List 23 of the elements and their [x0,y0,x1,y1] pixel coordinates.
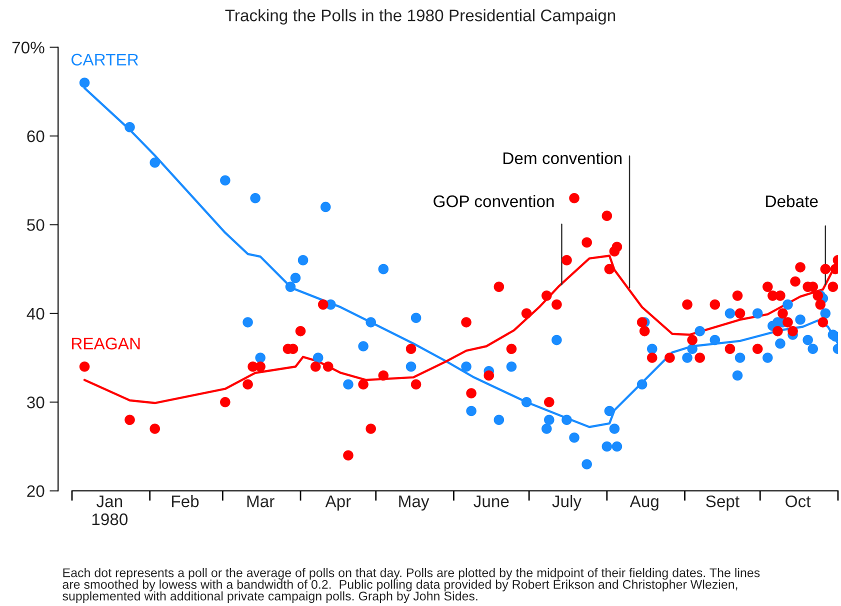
x-tick-label: Apr [325,496,351,511]
y-tick-label: 40 [26,308,44,320]
x-tick-label: July [552,495,582,511]
y-tick-label: 60 [27,130,44,142]
x-tick-label: Mar [247,496,274,508]
x-tick-label: Oct [786,495,811,508]
x-tick-label: Jan 1980 [92,496,128,526]
x-tick-label: June [474,496,509,508]
text: Each dot represents a poll or the average of polls on that day. Polls are plotted by the midpoint of their fielding dates. The lines are smoothed by lowess with a bandwidth of 0.2. Public polling data provided by Robert Erikson and Christopher Wlezien, supplemented with additional private campaign polls. Graph by John Sides. [62,568,760,603]
series-label: CARTER [72,54,138,66]
ref-line-label: Debate [766,194,818,208]
x-tick-label: Sept [706,495,740,511]
y-tick-label: 50 [27,219,44,231]
series-label: REAGAN [72,338,140,350]
y-tick-label: 30 [27,396,44,408]
ref-line-label: Dem convention [504,152,622,164]
y-tick-label: 70% [12,42,44,54]
x-tick-label: May [399,496,430,511]
ref-line-label: GOP convention [434,194,554,208]
y-tick-label: 20 [27,485,44,498]
x-tick-label: Feb [172,495,199,508]
chart-title: Tracking the Polls in the 1980 Presidential Campaign [225,9,616,25]
x-tick-label: Aug [630,496,658,511]
